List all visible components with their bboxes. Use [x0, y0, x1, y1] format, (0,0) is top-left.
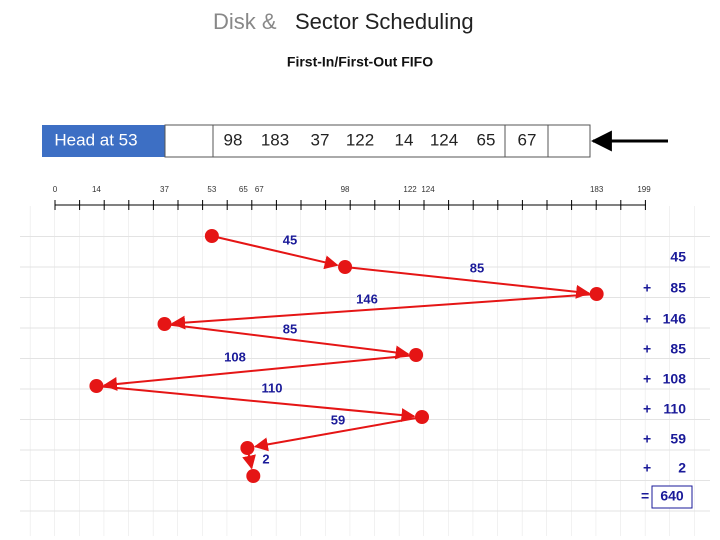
move-label: 85 [470, 260, 484, 275]
head-position [409, 348, 424, 362]
equals-sign: = [641, 488, 649, 504]
move-label: 45 [283, 232, 297, 247]
head-position [240, 441, 255, 455]
axis-label: 122 [403, 185, 417, 194]
move-label: 2 [262, 451, 269, 466]
axis-label: 124 [421, 185, 435, 194]
total-box [651, 485, 693, 509]
total: 640 [660, 488, 684, 504]
axis-label: 65 [239, 185, 248, 194]
sum-term: 110 [663, 401, 686, 417]
move-label: 59 [331, 412, 345, 427]
axis-label: 14 [92, 185, 101, 194]
axis-label: 0 [53, 185, 58, 194]
seek-arrow [164, 323, 410, 360]
seek-arrow [211, 235, 339, 270]
axis-label: 53 [207, 185, 216, 194]
queue-item: 183 [261, 130, 289, 149]
move-label: 146 [356, 291, 378, 306]
plus-sign: + [643, 431, 651, 447]
sum-term: 85 [670, 341, 686, 357]
head-position [246, 469, 261, 483]
title: Sector Scheduling [295, 9, 474, 34]
sum-term: 146 [663, 311, 687, 327]
queue-box [164, 124, 591, 158]
sum-term: 45 [670, 249, 686, 265]
head-label: Head at 53 [54, 130, 137, 149]
plus-sign: + [643, 311, 651, 327]
plus-sign: + [643, 280, 651, 296]
seek-arrow [103, 354, 417, 391]
sum-term: 85 [670, 280, 686, 296]
axis-label: 98 [341, 185, 350, 194]
move-label: 108 [224, 349, 246, 364]
subtitle: First-In/First-Out FIFO [287, 54, 433, 70]
queue-item: 65 [477, 130, 496, 149]
queue-item: 37 [311, 130, 330, 149]
head-position [415, 410, 430, 424]
axis-label: 199 [637, 185, 651, 194]
queue-item: 124 [430, 130, 458, 149]
head-box [42, 125, 165, 157]
seek-arrow [171, 293, 597, 330]
seek-arrow [253, 416, 423, 452]
queue-item: 67 [518, 130, 537, 149]
queue-item: 14 [395, 130, 414, 149]
seek-arrow [96, 385, 416, 423]
sum-term: 108 [663, 371, 687, 387]
axis-label: 183 [590, 185, 604, 194]
axis-label: 37 [160, 185, 169, 194]
plus-sign: + [643, 460, 651, 476]
head-position [89, 379, 104, 393]
grid-background [20, 206, 710, 536]
sum-term: 59 [670, 431, 686, 447]
queue-item: 122 [346, 130, 374, 149]
seek-arrow [344, 266, 591, 299]
title-prefix: Disk & [213, 9, 277, 34]
move-label: 110 [262, 380, 283, 395]
head-position [157, 317, 172, 331]
queue-item: 98 [224, 130, 243, 149]
plus-sign: + [643, 341, 651, 357]
plus-sign: + [643, 401, 651, 417]
head-position [204, 229, 219, 243]
head-position [589, 287, 604, 301]
axis-label: 67 [255, 185, 264, 194]
sum-term: 2 [678, 460, 686, 476]
move-label: 85 [283, 321, 297, 336]
head-position [338, 260, 353, 274]
plus-sign: + [643, 371, 651, 387]
